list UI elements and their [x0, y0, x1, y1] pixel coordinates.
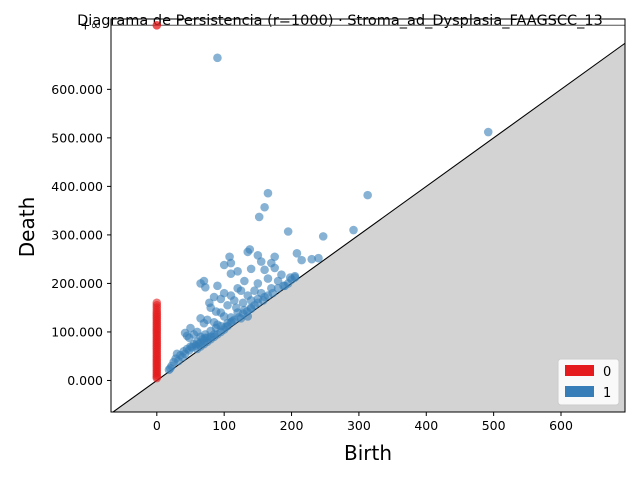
- legend: 0 1: [557, 358, 620, 406]
- x-axis: 0 100 200 300 400 500 600: [153, 412, 573, 433]
- infinite-data-point: [152, 21, 162, 30]
- plot-frame: [110, 18, 626, 413]
- data-point: [213, 53, 222, 63]
- legend-swatch-0: [565, 365, 594, 376]
- data-point: [201, 283, 210, 292]
- y-tick-label: 600.000: [51, 82, 103, 97]
- data-point: [254, 212, 264, 222]
- data-point: [240, 276, 249, 286]
- data-point: [219, 312, 229, 321]
- data-point: [216, 294, 226, 304]
- data-point: [238, 298, 248, 308]
- data-point: [243, 247, 253, 257]
- data-point: [483, 127, 493, 137]
- y-tick-label: 200.000: [51, 276, 103, 291]
- data-point: [363, 190, 372, 200]
- data-point: [233, 266, 242, 276]
- data-point: [209, 292, 219, 302]
- data-point: [226, 269, 236, 279]
- series-0-points: [152, 21, 162, 383]
- data-point: [260, 202, 269, 212]
- data-point: [314, 253, 323, 263]
- data-point: [250, 286, 259, 296]
- x-tick-label: 0: [153, 418, 161, 433]
- data-point: [297, 255, 306, 265]
- x-tick-label: 500: [482, 418, 506, 433]
- data-point: [260, 265, 269, 275]
- x-tick-label: 100: [212, 418, 236, 433]
- data-point: [253, 250, 263, 260]
- data-point: [213, 281, 222, 291]
- x-tick-label: 300: [347, 418, 371, 433]
- x-tick-label: 200: [280, 418, 304, 433]
- legend-swatch-1: [565, 386, 594, 397]
- data-point: [283, 227, 293, 236]
- data-point: [164, 365, 174, 375]
- data-point: [152, 373, 162, 383]
- data-point: [307, 254, 317, 264]
- y-tick-label: 500.000: [51, 130, 103, 145]
- data-point: [256, 257, 266, 266]
- infinity-tick-label: +∞: [80, 17, 101, 32]
- data-point: [277, 270, 286, 279]
- data-point: [229, 296, 239, 305]
- y-tick-label: 300.000: [51, 227, 103, 242]
- data-point: [223, 321, 232, 331]
- data-point: [219, 260, 229, 270]
- y-axis: 0.000 100.000 200.000 300.000 400.000 500.000…: [51, 82, 111, 388]
- data-point: [349, 225, 358, 235]
- x-axis-label: Birth: [344, 441, 392, 465]
- points-layer: [152, 21, 493, 383]
- data-point: [226, 258, 236, 268]
- y-tick-label: 100.000: [51, 324, 103, 339]
- data-point: [290, 273, 300, 282]
- data-point: [270, 263, 279, 273]
- legend-label-0: 0: [603, 365, 611, 380]
- data-point: [246, 303, 256, 312]
- x-tick-label: 600: [549, 418, 573, 433]
- data-point: [263, 188, 273, 198]
- data-point: [263, 274, 273, 283]
- data-point: [253, 279, 263, 288]
- data-point: [223, 300, 232, 310]
- below-diagonal-region: [111, 43, 625, 412]
- data-point: [246, 264, 256, 274]
- data-point: [292, 249, 302, 258]
- y-tick-label: 0.000: [67, 373, 103, 388]
- data-point: [318, 232, 328, 241]
- series-1-points: [164, 53, 493, 375]
- y-tick-label: 400.000: [51, 179, 103, 194]
- x-tick-label: 400: [414, 418, 438, 433]
- data-point: [236, 286, 246, 296]
- legend-label-1: 1: [603, 386, 611, 401]
- data-point: [203, 315, 212, 325]
- y-axis-label: Death: [15, 197, 39, 257]
- plot-area: [111, 21, 625, 412]
- data-point: [270, 252, 279, 262]
